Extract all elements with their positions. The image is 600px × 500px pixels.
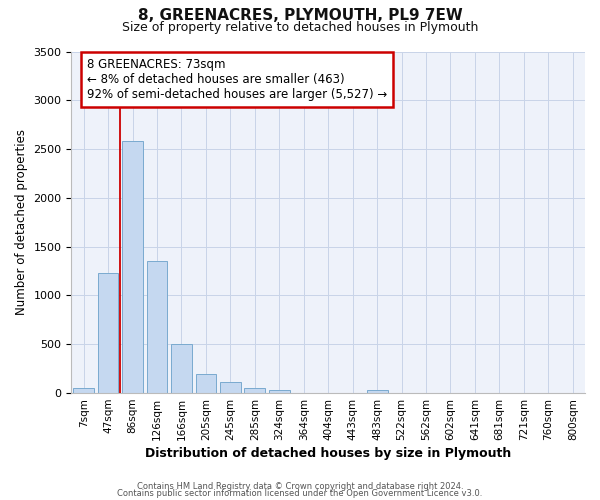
- Bar: [73, 388, 94, 393]
- Bar: [196, 374, 217, 393]
- Y-axis label: Number of detached properties: Number of detached properties: [15, 130, 28, 316]
- Text: Size of property relative to detached houses in Plymouth: Size of property relative to detached ho…: [122, 21, 478, 34]
- Bar: [220, 382, 241, 393]
- Text: 8, GREENACRES, PLYMOUTH, PL9 7EW: 8, GREENACRES, PLYMOUTH, PL9 7EW: [137, 8, 463, 22]
- Bar: [122, 142, 143, 393]
- X-axis label: Distribution of detached houses by size in Plymouth: Distribution of detached houses by size …: [145, 447, 511, 460]
- Text: 8 GREENACRES: 73sqm
← 8% of detached houses are smaller (463)
92% of semi-detach: 8 GREENACRES: 73sqm ← 8% of detached hou…: [87, 58, 387, 102]
- Bar: [269, 390, 290, 393]
- Bar: [146, 262, 167, 393]
- Text: Contains public sector information licensed under the Open Government Licence v3: Contains public sector information licen…: [118, 490, 482, 498]
- Text: Contains HM Land Registry data © Crown copyright and database right 2024.: Contains HM Land Registry data © Crown c…: [137, 482, 463, 491]
- Bar: [98, 273, 118, 393]
- Bar: [171, 344, 192, 393]
- Bar: [244, 388, 265, 393]
- Bar: [367, 390, 388, 393]
